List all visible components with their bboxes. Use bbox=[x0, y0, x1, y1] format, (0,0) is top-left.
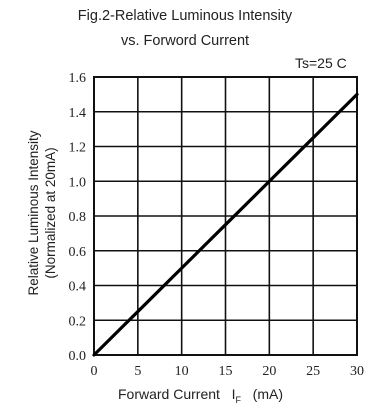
y-tick-label: 0.0 bbox=[69, 349, 87, 364]
y-tick-label: 1.0 bbox=[69, 175, 87, 190]
y-tick-label: 0.6 bbox=[69, 245, 87, 260]
test-condition-label: Ts=25 C bbox=[295, 55, 347, 71]
y-tick-label: 1.4 bbox=[69, 106, 87, 121]
x-tick-label: 25 bbox=[306, 364, 320, 379]
series-line bbox=[92, 92, 359, 357]
chart-title: Fig.2-Relative Luminous Intensity bbox=[77, 8, 293, 24]
x-axis-label-symbol: I bbox=[231, 386, 236, 402]
y-tick-label: 1.2 bbox=[69, 141, 87, 156]
y-tick-label: 0.4 bbox=[69, 280, 87, 295]
x-tick-label: 5 bbox=[134, 364, 141, 379]
x-axis-label-main: Forward Current bbox=[118, 386, 220, 402]
y-tick-label: 1.6 bbox=[69, 71, 87, 86]
x-tick-label: 0 bbox=[91, 364, 98, 379]
x-tick-label: 10 bbox=[175, 364, 189, 379]
x-axis-label: Forward Current IF (mA) bbox=[118, 386, 283, 405]
y-tick-label: 0.2 bbox=[69, 314, 87, 329]
x-axis-label-subscript: F bbox=[235, 394, 241, 405]
x-tick-label: 30 bbox=[350, 364, 364, 379]
y-tick-label: 0.8 bbox=[69, 210, 87, 225]
x-axis-label-unit: (mA) bbox=[252, 386, 283, 402]
x-tick-label: 20 bbox=[262, 364, 276, 379]
plot-frame bbox=[93, 76, 358, 356]
chart-subtitle: vs. Forword Current bbox=[120, 33, 250, 49]
x-tick-label: 15 bbox=[219, 364, 233, 379]
